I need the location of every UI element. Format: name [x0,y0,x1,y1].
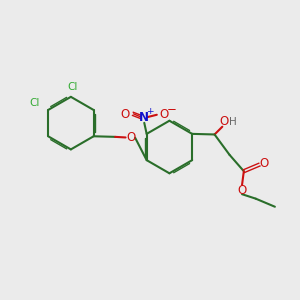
Text: −: − [167,103,177,116]
Text: O: O [126,131,136,144]
Text: N: N [139,111,149,124]
Text: Cl: Cl [68,82,78,92]
Text: O: O [259,157,268,170]
Text: O: O [159,108,169,121]
Text: O: O [220,115,229,128]
Text: H: H [229,117,236,127]
Text: O: O [121,108,130,121]
Text: Cl: Cl [29,98,40,108]
Text: O: O [237,184,247,197]
Text: +: + [146,107,153,116]
